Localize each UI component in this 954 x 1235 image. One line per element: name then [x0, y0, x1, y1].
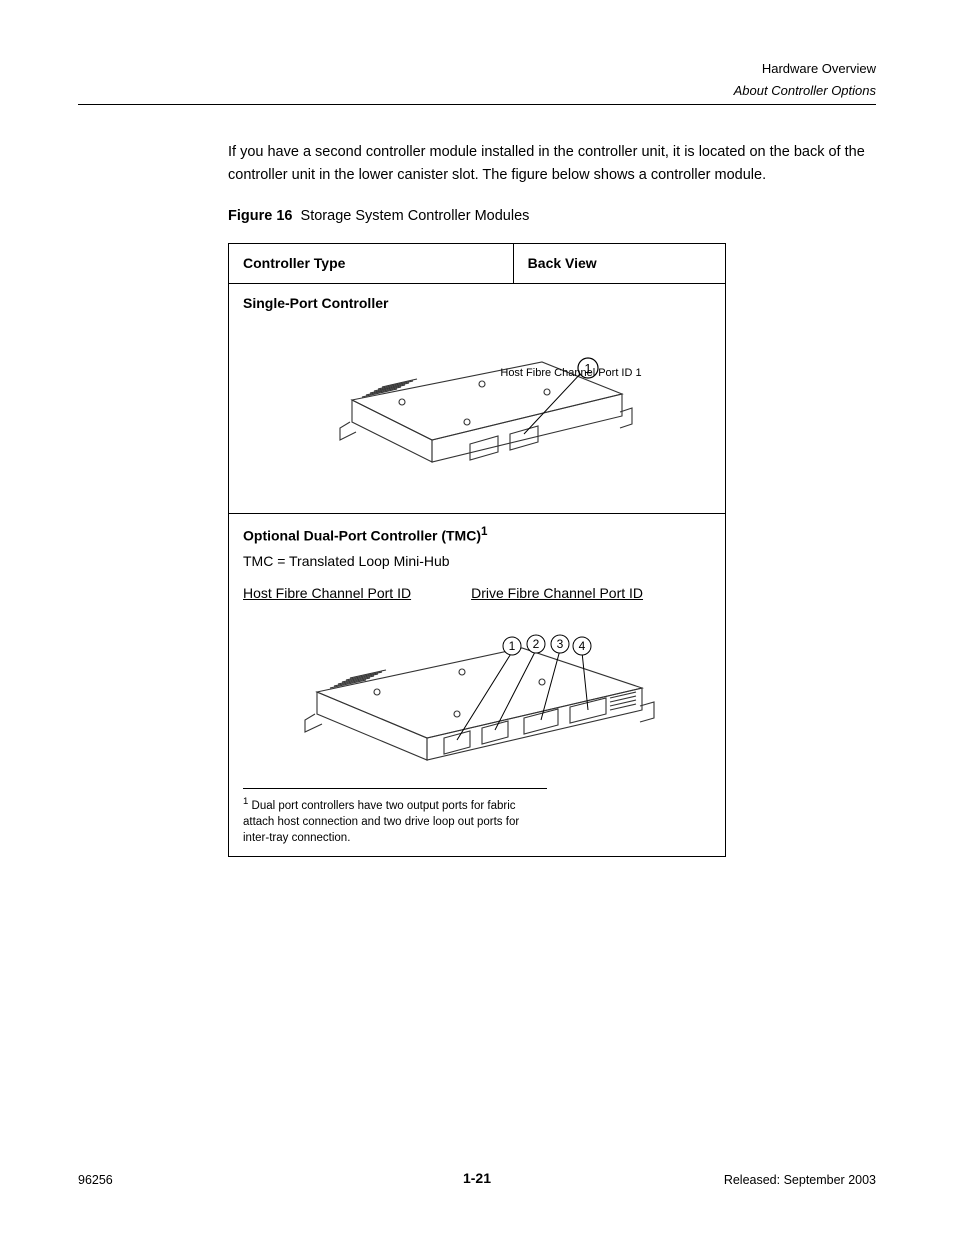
svg-text:4: 4 [579, 639, 586, 653]
host-port-id-label: Host Fibre Channel Port ID [243, 584, 411, 604]
svg-text:2: 2 [533, 637, 540, 651]
th-controller-type: Controller Type [229, 243, 514, 284]
dual-port-title: Optional Dual-Port Controller (TMC)1 [243, 524, 711, 546]
footer-page-number: 1-21 [0, 1169, 954, 1189]
header-section: Hardware Overview [78, 60, 876, 78]
th-back-view: Back View [513, 243, 725, 284]
table-footnote: 1 Dual port controllers have two output … [243, 788, 547, 846]
port-id-header-row: Host Fibre Channel Port ID Drive Fibre C… [243, 584, 711, 604]
svg-text:1: 1 [509, 639, 516, 653]
drive-port-id-label: Drive Fibre Channel Port ID [471, 584, 643, 604]
controller-table: Controller Type Back View Single-Port Co… [228, 243, 726, 857]
header-subsection: About Controller Options [78, 82, 876, 100]
single-port-title: Single-Port Controller [243, 294, 711, 314]
tmc-definition: TMC = Translated Loop Mini-Hub [243, 552, 711, 572]
svg-text:3: 3 [557, 637, 564, 651]
intro-paragraph: If you have a second controller module i… [228, 141, 876, 186]
callout-1-label: Host Fibre Channel Port ID 1 [500, 367, 641, 379]
table-row: Single-Port Controller [229, 284, 726, 514]
dual-port-diagram: 1 2 3 4 [262, 610, 692, 780]
single-port-diagram: 1 [292, 322, 662, 492]
table-row: Optional Dual-Port Controller (TMC)1 TMC… [229, 514, 726, 857]
header-rule [78, 104, 876, 105]
table-header-row: Controller Type Back View [229, 243, 726, 284]
table-caption: Figure 16 Storage System Controller Modu… [228, 206, 876, 226]
